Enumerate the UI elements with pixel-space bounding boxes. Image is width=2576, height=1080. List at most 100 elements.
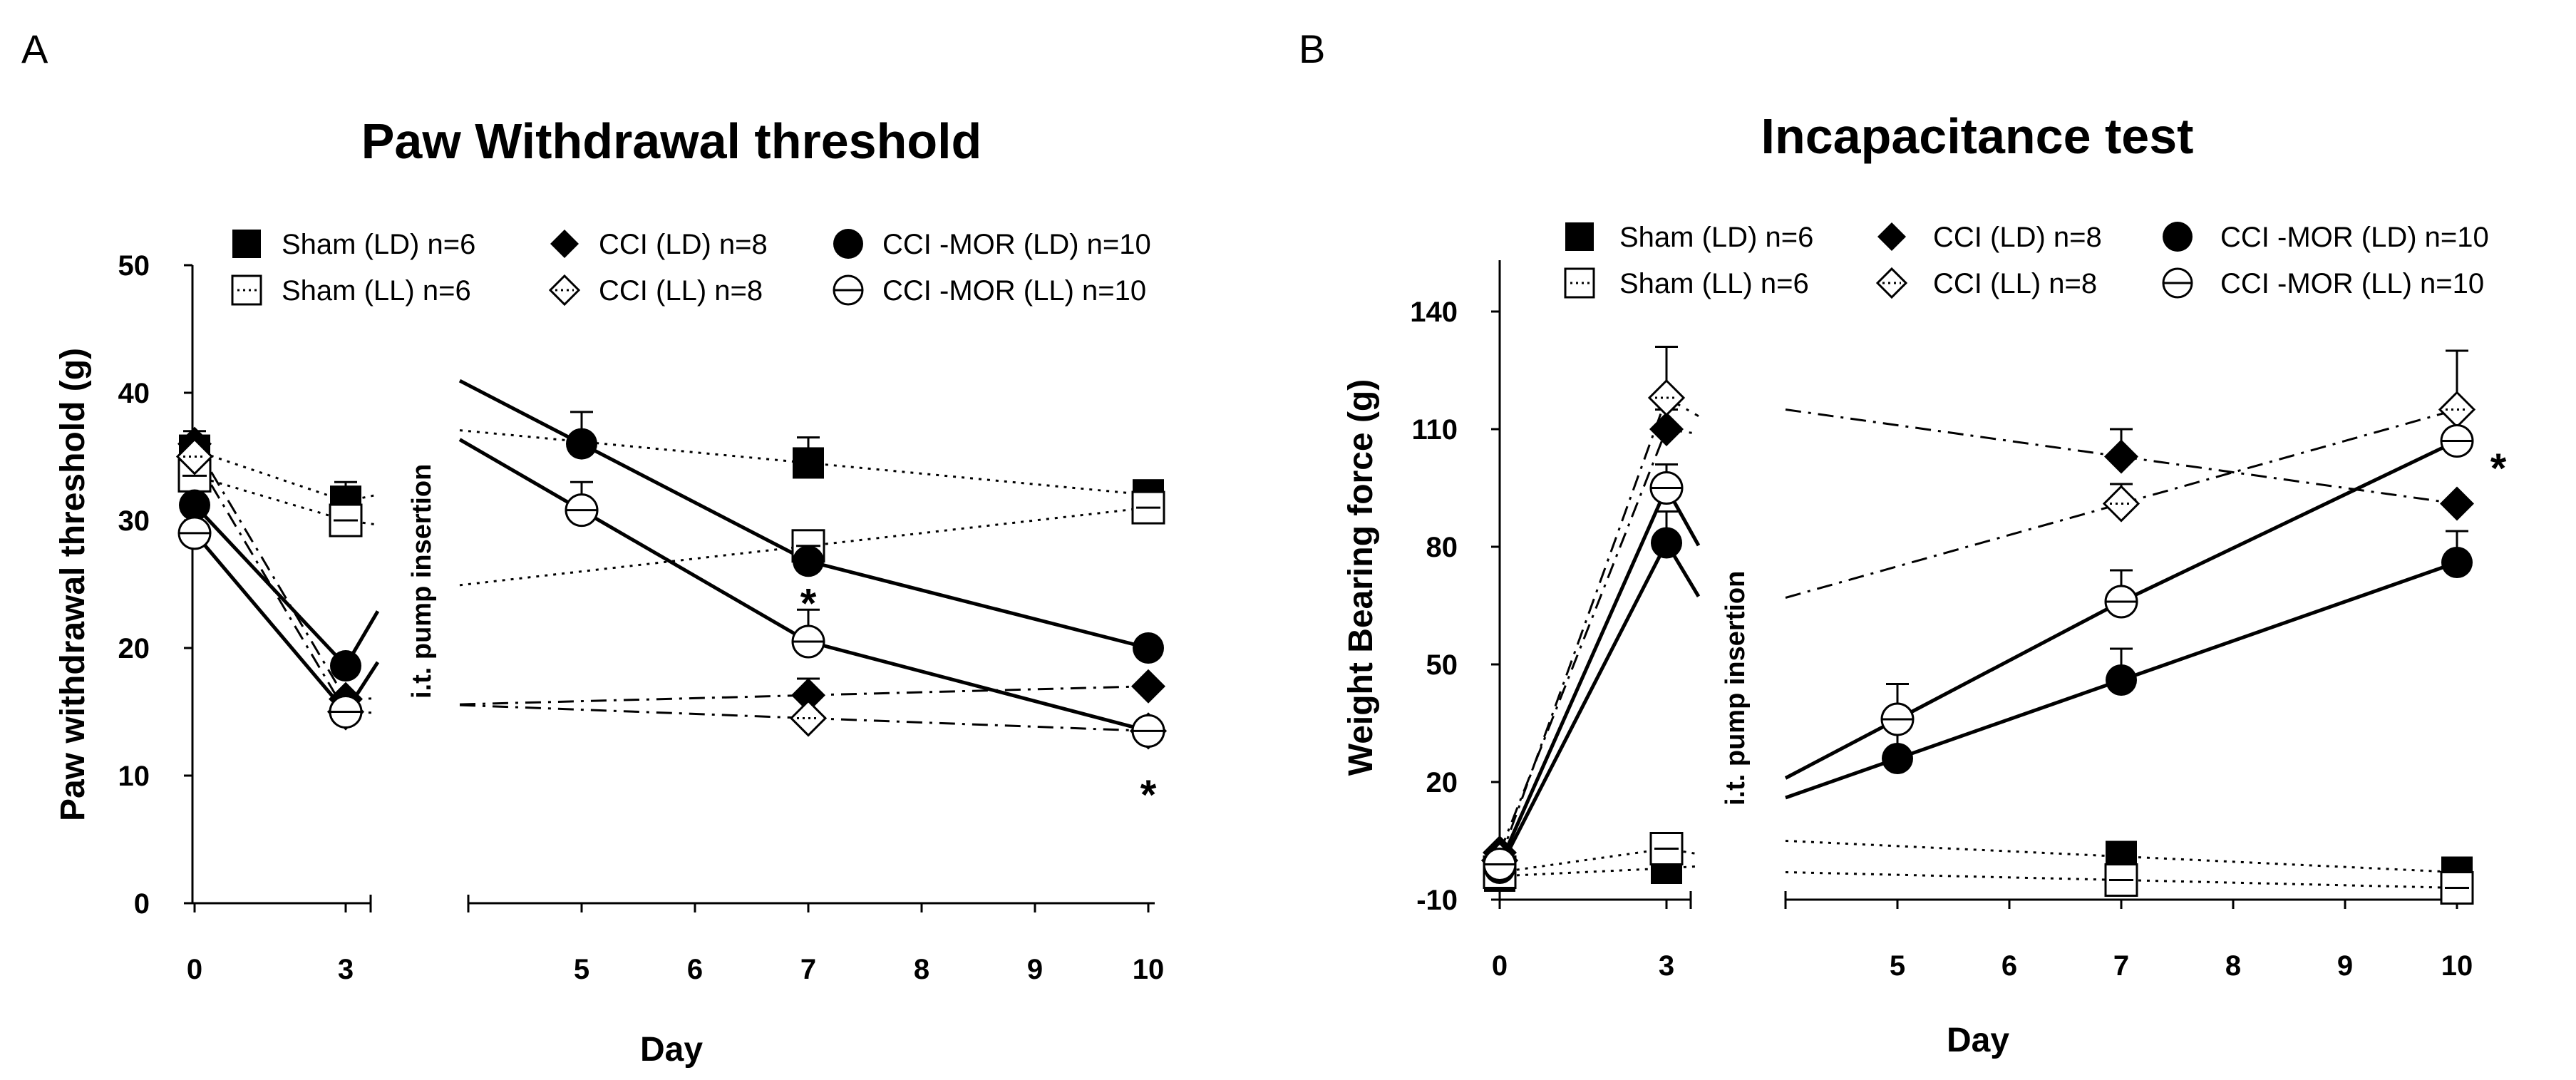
cci_ll-data-point: [1647, 379, 1686, 417]
panel-a-x-ticks: 0 3 5 6 7 8 9 10: [187, 895, 1164, 985]
panel-b-xtick-label: 5: [1890, 950, 1905, 982]
legend-item-cci-ld: CCI (LD) n=8: [550, 229, 768, 260]
cci_ll-series-line: [808, 716, 1149, 732]
legend-mor-ld-marker-icon: [2163, 222, 2193, 252]
cci_ld-resume-stub: [459, 694, 809, 706]
legend-label: CCI -MOR (LL) n=10: [882, 275, 1146, 307]
cci_ld-series-line: [1498, 428, 1668, 853]
cci_ld-series-line: [808, 685, 1149, 696]
legend-label: CCI (LL) n=8: [599, 275, 763, 307]
panel-a-xtick-label: 3: [338, 954, 354, 985]
mor_ll-data-point: [1649, 471, 1684, 505]
panel-a-ytick-label: 30: [118, 505, 150, 537]
panel-b-xtick-label: 6: [2001, 950, 2017, 982]
legend-label: Sham (LL) n=6: [1619, 268, 1809, 299]
panel-b: B Incapacitance test -10 20 50 80 110 14…: [1299, 26, 2507, 1059]
legend-item-cci-ll: CCI (LL) n=8: [548, 274, 763, 307]
panel-a-ytick-label: 20: [118, 633, 150, 664]
panel-b-y-ticks: -10 20 50 80 110 140: [1410, 297, 1500, 916]
mor_ll-resume-stub: [1784, 717, 1899, 780]
panel-a-x-label: Day: [640, 1031, 703, 1069]
panel-a-xtick-label: 5: [574, 954, 589, 985]
panel-a-xtick-label: 0: [187, 954, 202, 985]
mor_ld-series-line: [193, 503, 347, 667]
sham_ll-data-point: [329, 503, 363, 538]
mor_ld-series-line: [1498, 542, 1669, 870]
mor_ll-data-point: [329, 695, 363, 729]
legend-label: CCI -MOR (LL) n=10: [2220, 268, 2484, 299]
mor_ll-data-point: [177, 516, 212, 550]
panel-a-legend: Sham (LD) n=6 CCI (LD) n=8 CCI -MOR (LD)…: [231, 229, 1151, 307]
sham_ld-series-line: [2121, 855, 2458, 873]
legend-label: CCI (LD) n=8: [599, 229, 768, 260]
mor_ll-data-point: [2104, 585, 2138, 619]
panel-a-xtick-label: 9: [1027, 954, 1043, 985]
cci_ll-data-point: [175, 438, 214, 475]
panel-b-ytick-label: 140: [1410, 297, 1458, 328]
panel-b-ytick-label: 80: [1426, 532, 1458, 563]
sham_ll-data-point: [2440, 871, 2474, 905]
mor_ll-series-line: [1896, 439, 2458, 721]
legend-cci-ll-marker-icon: [548, 274, 581, 307]
panel-b-xtick-label: 9: [2337, 950, 2353, 982]
mor_ll-data-point: [1483, 848, 1517, 881]
significance-star: *: [1140, 772, 1157, 818]
legend-item-mor-ld: CCI -MOR (LD) n=10: [2163, 222, 2489, 253]
sham_ll-resume-stub: [1785, 871, 2122, 881]
cci_ll-resume-stub: [1785, 503, 2122, 599]
legend-item-cci-ld: CCI (LD) n=8: [1877, 222, 2102, 253]
panel-b-x-ticks: 0 3 5 6 7 8 9 10: [1492, 891, 2473, 982]
mor_ld-data-point: [179, 489, 210, 521]
legend-cci-ld-marker-icon: [1877, 222, 1906, 251]
panel-a-xtick-label: 6: [687, 954, 703, 985]
sham_ll-series-line: [1499, 848, 1667, 873]
cci_ld-series-line: [193, 443, 347, 700]
cci_ld-data-point: [791, 678, 825, 713]
mor_ld-series-line: [580, 442, 1149, 650]
series-lines: [1498, 396, 2458, 889]
sham_ll-data-point: [1131, 490, 1165, 525]
mor_ld-data-point: [2106, 664, 2137, 696]
legend-label: Sham (LD) n=6: [1619, 222, 1813, 253]
legend-label: CCI -MOR (LD) n=10: [882, 229, 1151, 260]
sham_ld-break-stub: [345, 493, 378, 503]
mor_ld-series-line: [1897, 560, 2458, 761]
legend-item-sham-ll: Sham (LL) n=6: [1564, 267, 1809, 299]
cci_ld-resume-stub: [1785, 408, 2122, 458]
mor_ld-data-point: [1133, 632, 1164, 664]
mor_ll-series-line: [193, 532, 347, 714]
panel-b-x-label: Day: [1947, 1022, 2009, 1059]
panel-b-xtick-label: 3: [1659, 950, 1674, 982]
series-markers: [175, 426, 1168, 750]
legend-sham-ll-marker-icon: [1564, 267, 1595, 299]
sham_ll-series-line: [2121, 879, 2458, 889]
panel-b-pump-annotation: i.t. pump insertion: [1721, 571, 1751, 806]
mor_ll-resume-stub: [458, 438, 583, 512]
sham_ll-series-line: [808, 506, 1149, 547]
panel-b-legend: Sham (LD) n=6 CCI (LD) n=8 CCI -MOR (LD)…: [1564, 222, 2489, 299]
panel-a-xtick-label: 7: [800, 954, 816, 985]
series-lines: [193, 379, 1149, 733]
legend-item-mor-ll: CCI -MOR (LL) n=10: [2162, 267, 2484, 299]
mor_ll-data-point: [2440, 424, 2474, 458]
mor_ll-data-point: [1880, 702, 1915, 736]
panel-a-xtick-label: 10: [1133, 954, 1165, 985]
sham_ll-break-stub: [345, 519, 378, 526]
legend-item-cci-ll: CCI (LL) n=8: [1875, 267, 2097, 299]
cci_ll-series-line: [2121, 408, 2458, 505]
mor_ll-data-point: [791, 624, 825, 659]
mor_ll-series-line: [580, 508, 1149, 733]
cci_ll-data-point: [2438, 391, 2476, 428]
sham_ll-series-line: [194, 474, 346, 522]
sham_ld-series-line: [194, 449, 346, 503]
sham_ld-series-line: [808, 461, 1149, 496]
legend-label: CCI (LL) n=8: [1933, 268, 2097, 299]
panel-b-letter: B: [1299, 26, 1325, 71]
panel-b-xtick-label: 0: [1492, 950, 1508, 982]
series-markers: [1480, 379, 2476, 905]
sham_ll-data-point: [1649, 832, 1684, 865]
panel-a: A Paw Withdrawal threshold 0 10 20 30 40…: [21, 26, 1168, 1069]
panel-a-xtick-label: 8: [914, 954, 929, 985]
panel-a-ytick-label: 10: [118, 761, 150, 792]
cci_ll-data-point: [2102, 485, 2140, 523]
